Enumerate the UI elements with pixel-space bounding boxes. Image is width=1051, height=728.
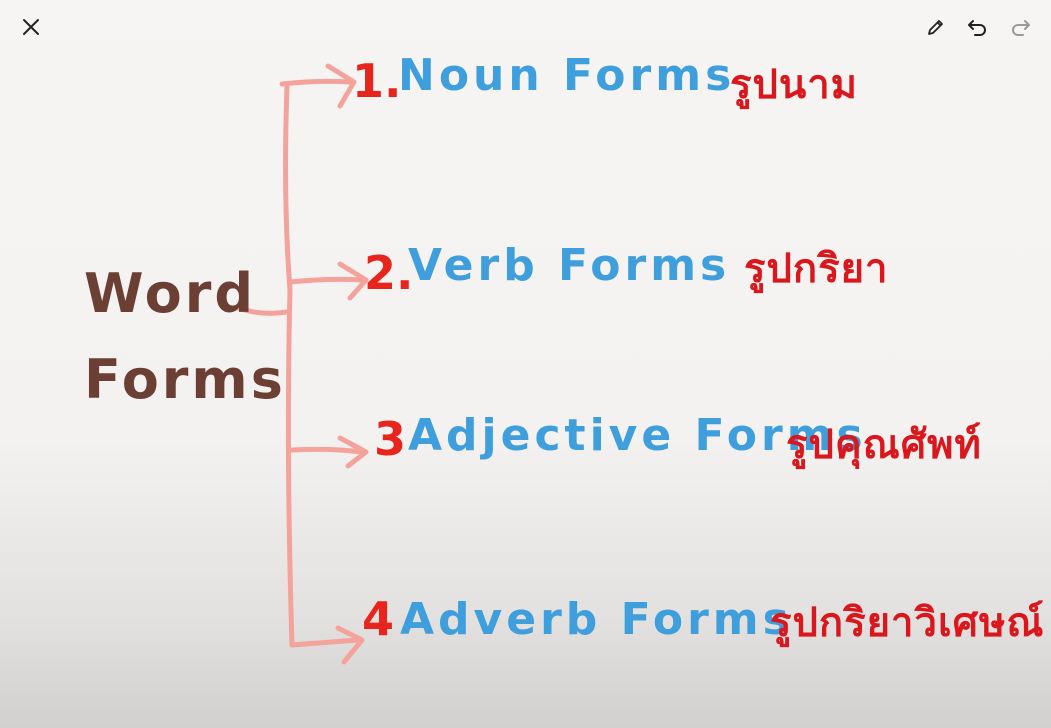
branch-3-number: 3 xyxy=(374,412,407,466)
root-word-line1: Word xyxy=(84,262,257,325)
arrow-1 xyxy=(279,63,357,109)
branch-2-thai: รูปกริยา xyxy=(744,246,889,292)
pencil-button[interactable] xyxy=(921,12,951,42)
branch-4-number: 4 xyxy=(362,592,395,646)
branch-1-label: Noun Forms xyxy=(398,50,736,101)
arrow-2 xyxy=(287,261,369,301)
root-word-line2: Forms xyxy=(84,348,286,411)
branch-4-label: Adverb Forms xyxy=(400,594,793,645)
branch-1-thai: รูปนาม xyxy=(730,62,859,108)
branch-2-number: 2. xyxy=(364,246,414,300)
undo-icon xyxy=(968,20,986,36)
redo-button[interactable] xyxy=(1005,12,1035,42)
undo-button[interactable] xyxy=(963,12,993,42)
branch-3-thai: รูปคุณศัพท์ xyxy=(786,422,982,468)
vertical-spine xyxy=(283,83,295,648)
branch-2-label: Verb Forms xyxy=(408,240,731,291)
close-button[interactable] xyxy=(16,12,46,42)
branch-4-thai: รูปกริยาวิเศษณ์ xyxy=(770,600,1045,646)
arrow-3 xyxy=(289,435,369,469)
root-stub-line xyxy=(235,305,289,316)
redo-icon xyxy=(1012,20,1030,36)
branch-1-number: 1. xyxy=(352,54,402,108)
arrow-4 xyxy=(289,625,365,665)
close-icon xyxy=(23,19,39,35)
branch-3-label: Adjective Forms xyxy=(408,410,867,461)
pencil-icon xyxy=(928,20,943,35)
